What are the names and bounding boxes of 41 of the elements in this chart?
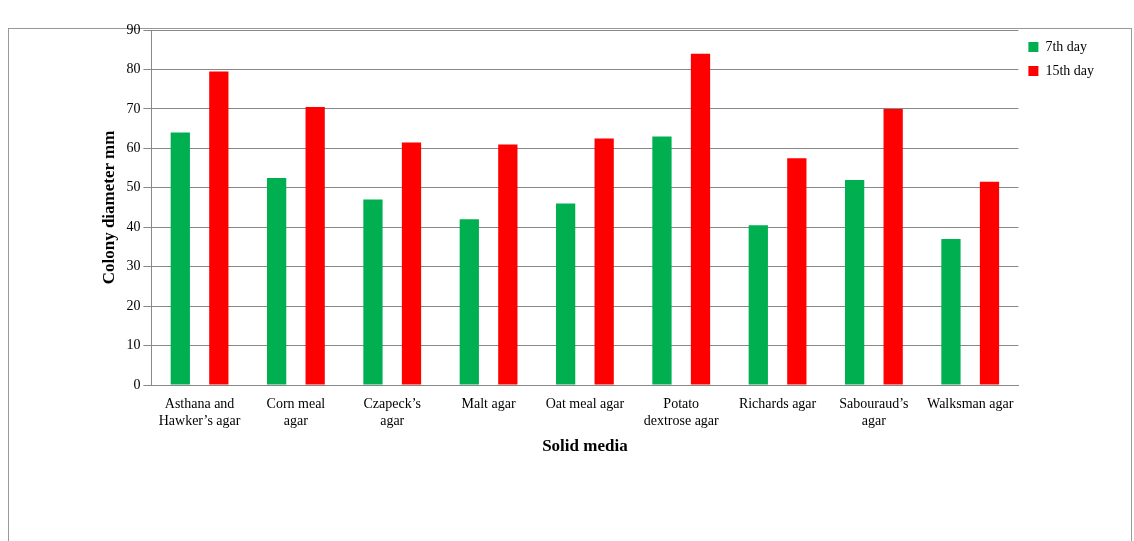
- bar: [305, 106, 325, 385]
- y-tick-label: 0: [133, 376, 141, 392]
- x-tick-label: Sabouraud’s agar: [839, 396, 909, 428]
- y-tick-label: 50: [126, 179, 141, 195]
- x-tick-label: Richards agar: [738, 396, 817, 412]
- y-tick-label: 70: [126, 100, 141, 116]
- bar: [459, 219, 479, 385]
- y-tick-label: 60: [126, 140, 141, 156]
- bar: [979, 181, 1000, 385]
- bar: [401, 142, 422, 385]
- bar: [941, 239, 961, 385]
- bar: [652, 136, 672, 385]
- x-axis-title: Solid media: [542, 436, 629, 456]
- y-tick-label: 80: [126, 61, 141, 77]
- bar: [267, 177, 287, 385]
- x-tick-label: Walksman agar: [927, 396, 1014, 412]
- bar: [594, 138, 614, 385]
- y-tick-label: 30: [126, 258, 141, 274]
- bar: [787, 158, 807, 385]
- x-tick-label: Potato dextrose agar: [643, 396, 720, 428]
- bar: [690, 53, 711, 385]
- x-tick-label: Oat meal agar: [545, 396, 625, 412]
- bar: [209, 71, 229, 385]
- y-axis-title: Colony diameter mm: [98, 130, 118, 285]
- x-tick-label: Czapeck’s agar: [363, 396, 421, 428]
- y-tick-label: 90: [126, 21, 141, 37]
- bar: [883, 108, 903, 385]
- y-tick-label: 20: [126, 297, 141, 313]
- bar: [498, 144, 518, 385]
- y-tick-label: 40: [126, 218, 141, 234]
- x-tick-label: Asthana and Hawker’s agar: [158, 396, 241, 428]
- legend-label: 15th day: [1045, 62, 1095, 78]
- legend-label: 7th day: [1045, 38, 1088, 54]
- bar: [363, 199, 383, 385]
- bar: [748, 225, 768, 385]
- bar: [556, 203, 576, 385]
- bar: [170, 132, 190, 385]
- x-tick-label: Corn meal agar: [266, 396, 326, 428]
- bar: [845, 179, 865, 385]
- y-tick-label: 10: [126, 337, 141, 353]
- x-tick-label: Malt agar: [461, 396, 516, 412]
